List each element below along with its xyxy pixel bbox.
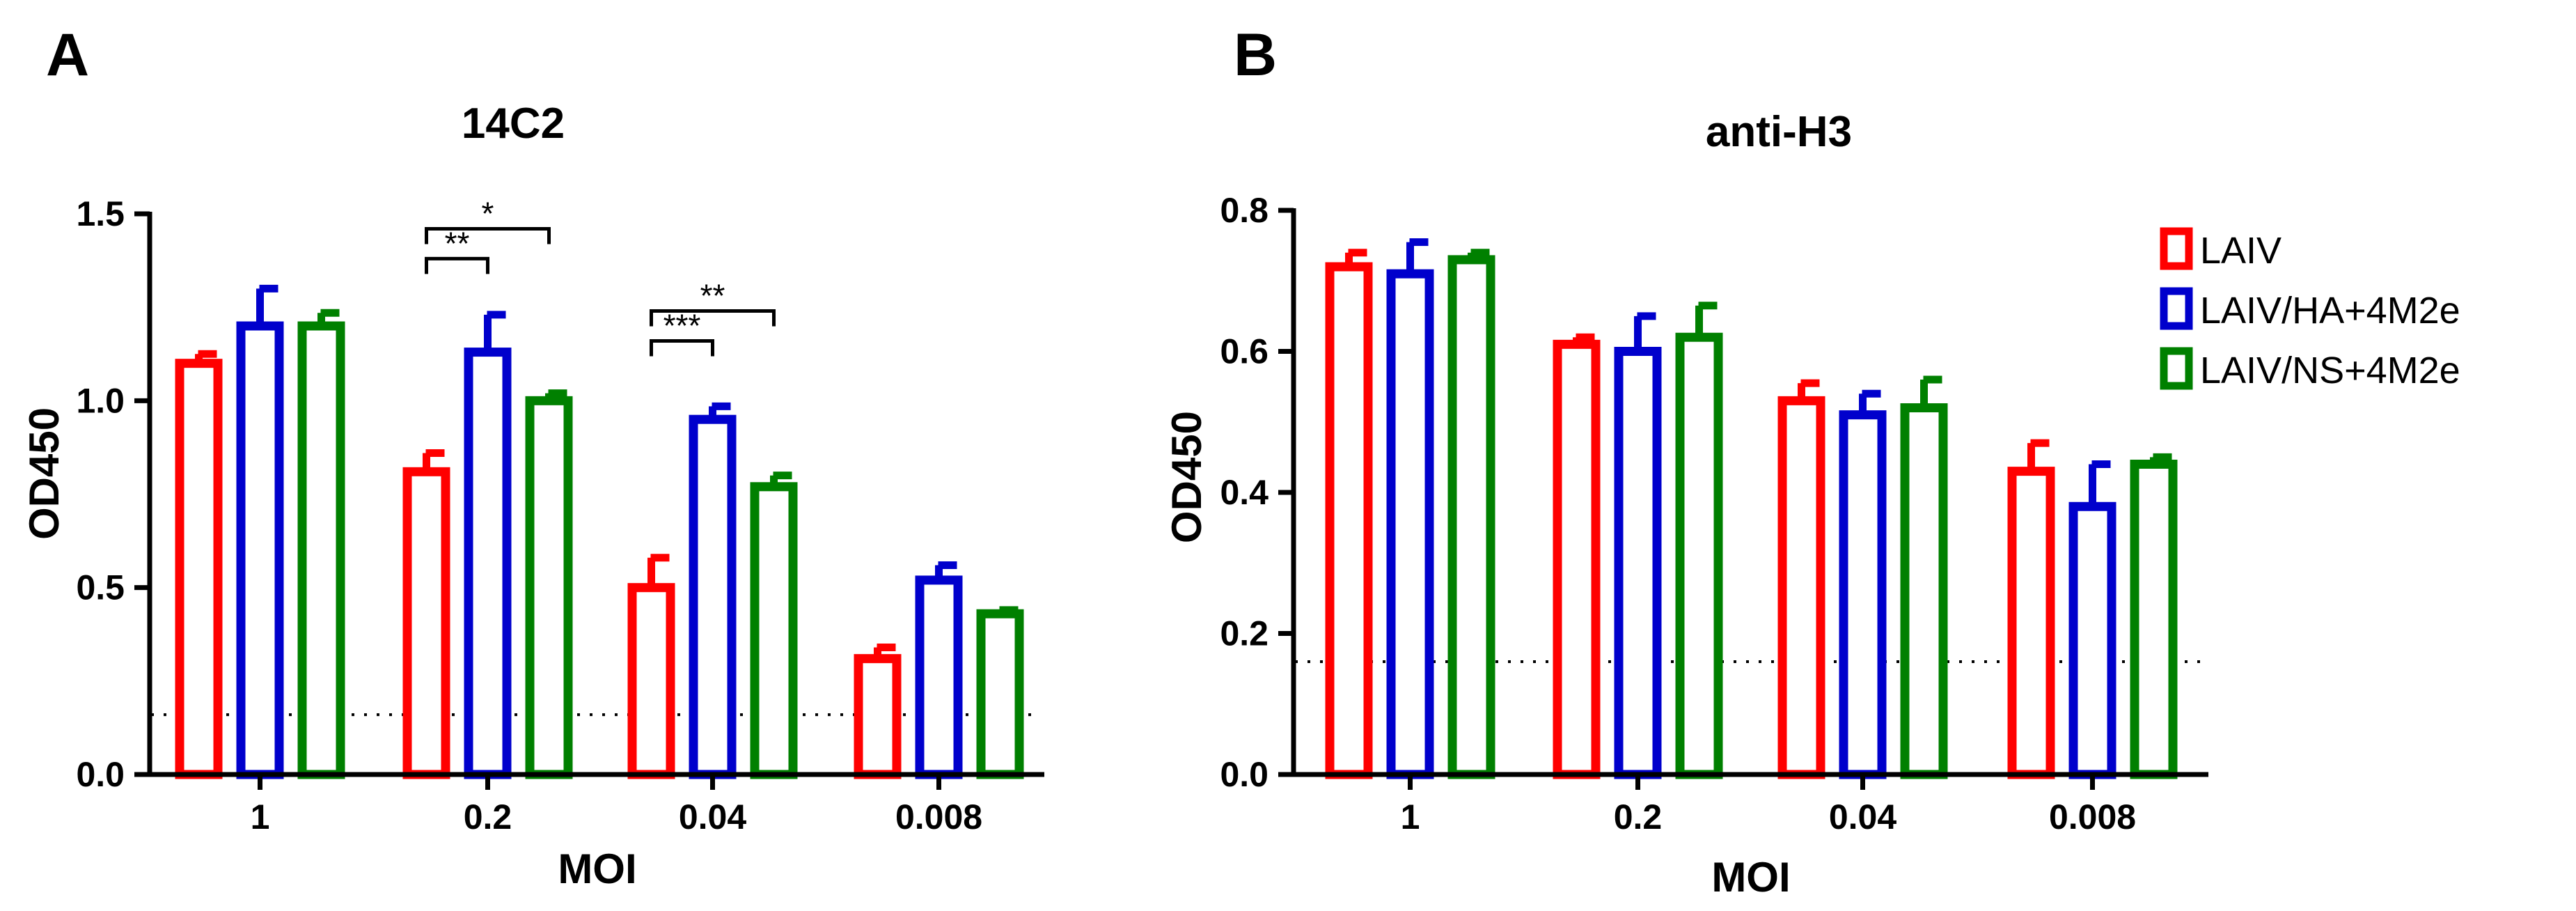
panel-a-xlabel: MOI <box>558 846 636 892</box>
legend-entry-laiv-ns-4m2e: LAIV/NS+4M2e <box>2160 347 2460 391</box>
panel-b-title: anti-H3 <box>1706 108 1852 156</box>
panel-b-ytick-label: 0.6 <box>1220 332 1269 371</box>
panel-a-title: 14C2 <box>462 100 565 148</box>
panel-b-bar-laiv-ha-4m2e-0-008 <box>2068 501 2116 779</box>
panel-a-sig-label: *** <box>663 307 701 343</box>
legend-label-laiv-ha-4m2e: LAIV/HA+4M2e <box>2200 290 2460 332</box>
legend-swatch-laiv-ha-4m2e <box>2160 287 2193 330</box>
panel-a-xtick-label: 0.008 <box>895 797 982 836</box>
panel-b-bar-laiv-1 <box>1325 262 1373 779</box>
panel-a-ytick-label: 1.5 <box>76 194 125 233</box>
panel-a-bar-laiv-ns-4m2e-0-04 <box>750 482 798 779</box>
legend-entry-laiv-ha-4m2e: LAIV/HA+4M2e <box>2160 287 2460 332</box>
panel-b-ytick-label: 0.8 <box>1220 191 1269 230</box>
panel-a-bar-laiv-ha-4m2e-0-2 <box>464 348 512 779</box>
panel-b-letter: B <box>1234 22 1277 88</box>
panel-b-bar-laiv-ha-4m2e-0-2 <box>1614 347 1662 779</box>
panel-a-letter: A <box>46 22 89 88</box>
panel-b-bar-laiv-ns-4m2e-0-008 <box>2130 460 2178 779</box>
panel-a-bar-laiv-1 <box>175 359 223 779</box>
panel-a-bar-laiv-0-008 <box>854 654 902 779</box>
panel-a-bar-laiv-ha-4m2e-0-04 <box>689 414 737 779</box>
legend-label-laiv: LAIV <box>2200 230 2282 272</box>
legend: LAIV LAIV/HA+4M2e LAIV/NS+4M2e <box>2160 227 2460 391</box>
panel-a-bar-laiv-ns-4m2e-0-2 <box>525 396 573 779</box>
panel-a-bar-laiv-ha-4m2e-0-008 <box>915 575 963 779</box>
panel-a-ytick-label: 0.0 <box>76 755 125 794</box>
panel-b-ylabel: OD450 <box>1163 411 1210 543</box>
panel-b-xlabel: MOI <box>1711 854 1790 901</box>
panel-a-sig-bracket <box>425 226 551 244</box>
panel-b-bar-laiv-ha-4m2e-1 <box>1386 269 1434 779</box>
panel-b-xtick-label: 1 <box>1401 797 1420 836</box>
legend-swatch-laiv-ns-4m2e <box>2160 347 2193 390</box>
panel-a-sig-bracket <box>425 256 489 274</box>
legend-label-laiv-ns-4m2e: LAIV/NS+4M2e <box>2200 350 2460 391</box>
legend-entry-laiv: LAIV <box>2160 227 2282 272</box>
panel-a-bar-laiv-ns-4m2e-1 <box>297 321 345 779</box>
panel-a-sig-bracket <box>650 309 776 327</box>
panel-b-bar-laiv-0-008 <box>2007 467 2055 779</box>
panel-a-bar-laiv-ha-4m2e-1 <box>236 321 284 779</box>
panel-b-bar-laiv-ha-4m2e-0-04 <box>1839 410 1887 779</box>
panel-a-sig-label: ** <box>700 278 725 314</box>
panel-b-bar-laiv-ns-4m2e-1 <box>1447 255 1495 779</box>
panel-a-xtick-label: 1 <box>251 797 270 836</box>
panel-b-xtick-label: 0.04 <box>1829 797 1897 836</box>
panel-b-xtick-label: 0.2 <box>1614 797 1663 836</box>
panel-a-ylabel: OD450 <box>21 407 68 540</box>
panel-a-bar-laiv-ns-4m2e-0-008 <box>976 609 1024 779</box>
panel-b-bar-laiv-0-04 <box>1777 396 1825 779</box>
panel-b-ytick-label: 0.4 <box>1220 473 1269 512</box>
panel-a-xtick-label: 0.04 <box>679 797 747 836</box>
panel-a-sig-label: * <box>482 195 494 231</box>
panel-b-plot: 0.0 0.2 0.4 0.6 0.8 1 0.2 0.04 0.008 <box>1220 191 2208 836</box>
panel-b-ytick-label: 0.0 <box>1220 755 1269 794</box>
panel-a-sig-label: ** <box>445 225 470 261</box>
panel-b-bar-laiv-ns-4m2e-0-04 <box>1900 403 1948 779</box>
panel-b-xtick-label: 0.008 <box>2049 797 2136 836</box>
panel-b-bar-laiv-0-2 <box>1553 339 1601 779</box>
panel-a-bar-laiv-0-04 <box>627 583 675 779</box>
panel-a-xtick-label: 0.2 <box>464 797 512 836</box>
panel-a-bar-laiv-0-2 <box>402 467 450 779</box>
panel-b-ytick-label: 0.2 <box>1220 614 1269 653</box>
legend-swatch-laiv <box>2160 227 2193 270</box>
panel-a-plot: 0.00.51.01.51 0.2 0.04 0.008******** <box>76 194 1044 836</box>
panel-a-ytick-label: 1.0 <box>76 381 125 420</box>
panel-a-ytick-label: 0.5 <box>76 568 125 607</box>
panel-b-bar-laiv-ns-4m2e-0-2 <box>1675 332 1723 779</box>
panel-a-sig-bracket <box>650 338 714 357</box>
